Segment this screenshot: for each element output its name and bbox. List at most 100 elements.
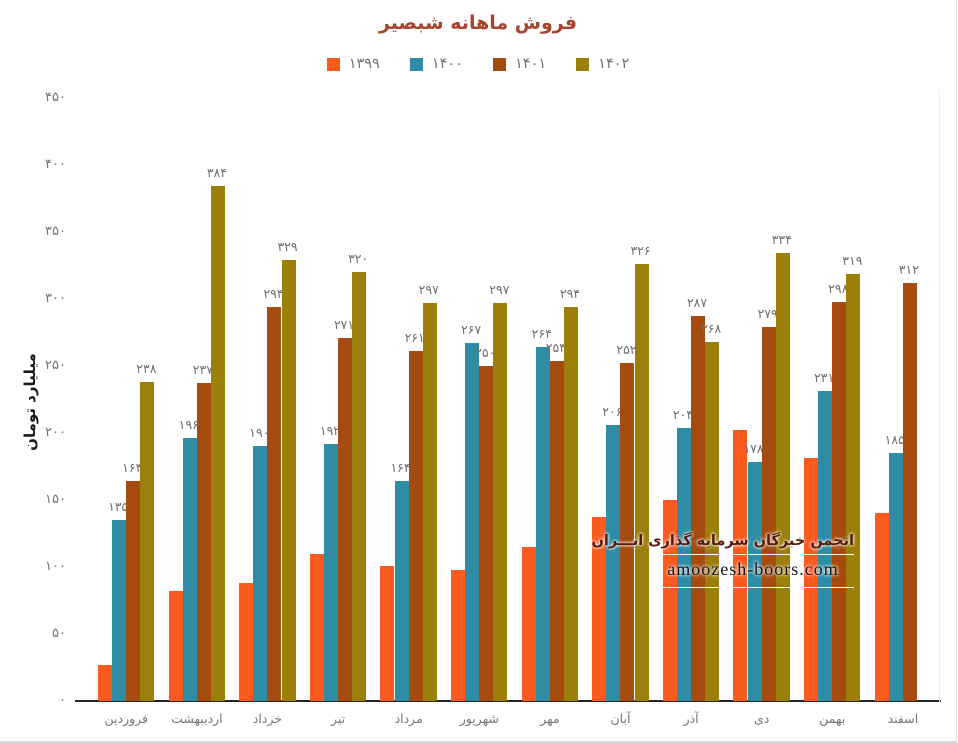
bar-data-label: ۳۳۴ [771, 232, 792, 248]
bar-۱۴۰۱-دی [761, 327, 776, 701]
bar-۱۴۰۱-بهمن [832, 301, 847, 701]
x-category-label: خرداد [252, 711, 283, 726]
x-category-label: اردیبهشت [171, 711, 223, 726]
bar-۱۴۰۰-شهریور [465, 343, 480, 701]
bar-data-label: ۲۹۸ [828, 280, 849, 296]
bar-data-label: ۲۵۰ [475, 345, 496, 360]
watermark-org-text: انجمن خبرگان سرمایه گذاری ایـــران [592, 531, 854, 555]
bar-۱۴۰۲-فروردین [140, 382, 155, 701]
bar-data-label: ۳۱۹ [842, 252, 863, 268]
y-tick-label: ۴۵۰ [45, 90, 66, 105]
bar-data-label: ۲۷۹ [757, 306, 778, 322]
plot-right-border [939, 90, 940, 702]
bar-data-label: ۱۷۸ [743, 441, 764, 457]
bar-data-label: ۲۵۲ [616, 342, 637, 358]
legend-item: ۱۴۰۱ [493, 56, 546, 72]
bar-۱۴۰۰-آذر [676, 427, 691, 701]
bar-data-label: ۲۸۷ [686, 295, 708, 311]
bar-۱۴۰۱-اردیبهشت [196, 383, 211, 701]
legend-swatch-icon [493, 57, 506, 71]
bar-۱۴۰۰-مهر [535, 347, 550, 701]
bar-۱۴۰۱-مرداد [408, 351, 423, 701]
x-category-label: آذر [683, 711, 699, 726]
bar-data-label: ۲۳۱ [814, 370, 835, 386]
bar-۱۳۹۹-مرداد [380, 565, 395, 701]
x-category-label: مرداد [394, 711, 423, 726]
y-axis-title: میلیارد تومان [21, 353, 39, 451]
x-category-label: آبان [610, 711, 631, 726]
bar-۱۴۰۰-مرداد [394, 481, 409, 701]
bar-data-label: ۲۶۱ [404, 330, 425, 346]
x-category-label: فروردین [104, 711, 149, 726]
bar-۱۴۰۱-اسفند [902, 282, 917, 701]
bar-۱۴۰۲-بهمن [846, 273, 861, 701]
bar-۱۳۹۹-مهر [521, 546, 536, 701]
bar-data-label: ۲۹۷ [418, 282, 439, 298]
bar-data-label: ۲۹۷ [489, 282, 510, 298]
bar-data-label: ۳۲۰ [348, 251, 369, 267]
bar-۱۴۰۲-آبان [634, 264, 649, 701]
bar-۱۴۰۲-اردیبهشت [210, 186, 225, 701]
bar-۱۴۰۱-خرداد [267, 307, 282, 701]
x-category-label: اسفند [887, 711, 919, 726]
bar-۱۳۹۹-اردیبهشت [168, 591, 183, 701]
y-tick-label: ۳۰۰ [45, 291, 66, 306]
watermark: انجمن خبرگان سرمایه گذاری ایـــران amooz… [592, 531, 854, 588]
legend-label: ۱۳۹۹ [348, 56, 380, 72]
bar-data-label: ۳۲۶ [630, 243, 651, 259]
bar-data-label: ۲۹۴ [559, 286, 581, 302]
y-tick-label: ۵۰ [52, 626, 66, 641]
bar-data-label: ۱۳۵ [108, 499, 129, 515]
x-axis-line [75, 700, 941, 702]
x-category-label: مهر [540, 711, 560, 726]
y-tick-label: ۲۵۰ [45, 358, 66, 373]
bar-۱۴۰۰-خرداد [253, 446, 268, 701]
legend-label: ۱۴۰۲ [598, 56, 630, 72]
bar-۱۴۰۲-مهر [563, 307, 578, 701]
bar-۱۴۰۰-بهمن [818, 391, 833, 701]
y-tick-label: ۴۰۰ [45, 157, 66, 172]
x-category-label: بهمن [819, 711, 846, 726]
bar-۱۴۰۱-فروردین [126, 481, 141, 701]
bar-data-label: ۳۲۹ [277, 239, 298, 255]
x-category-label: تیر [331, 711, 346, 726]
x-category-label: دی [754, 711, 770, 726]
bar-۱۳۹۹-تیر [309, 553, 324, 701]
bar-data-label: ۱۹۶ [178, 417, 199, 433]
bar-۱۴۰۲-تیر [352, 272, 367, 701]
y-tick-label: ۱۵۰ [45, 492, 66, 507]
bar-۱۴۰۲-شهریور [493, 303, 508, 701]
bar-۱۴۰۰-دی [747, 462, 762, 701]
bar-data-label: ۱۹۰ [249, 425, 270, 441]
bar-data-label: ۳۸۴ [206, 165, 228, 181]
bar-۱۴۰۱-آبان [620, 363, 635, 701]
bar-۱۳۹۹-دی [733, 430, 748, 701]
bar-data-label: ۳۱۲ [898, 261, 919, 277]
y-tick-label: ۱۰۰ [45, 559, 66, 574]
y-tick-label: ۲۰۰ [45, 425, 66, 440]
bar-۱۴۰۱-آذر [691, 316, 706, 701]
bar-۱۳۹۹-شهریور [451, 569, 466, 701]
legend-label: ۱۴۰۰ [431, 56, 463, 72]
watermark-site-text: amoozesh-boors.com [652, 555, 854, 588]
chart-title: فروش ماهانه شبصیر [378, 12, 578, 34]
bar-۱۳۹۹-خرداد [239, 583, 254, 701]
bar-۱۴۰۰-تیر [323, 443, 338, 701]
bar-۱۴۰۲-مرداد [422, 303, 437, 701]
bar-۱۴۰۰-آبان [606, 424, 621, 701]
y-tick-label: ۰ [59, 693, 66, 708]
legend-item: ۱۴۰۰ [409, 56, 463, 72]
bar-۱۴۰۱-شهریور [479, 366, 494, 701]
bar-data-label: ۲۹۴ [263, 286, 284, 302]
bar-۱۴۰۰-اردیبهشت [182, 438, 197, 701]
legend-swatch-icon [409, 57, 423, 71]
x-category-label: شهریور [459, 711, 499, 726]
bar-۱۴۰۰-اسفند [888, 453, 903, 701]
bar-۱۴۰۲-خرداد [281, 260, 296, 701]
bar-۱۴۰۱-تیر [338, 337, 353, 701]
bar-data-label: ۲۵۴ [545, 339, 566, 355]
bar-data-label: ۲۶۴ [531, 326, 552, 342]
legend-swatch-icon [326, 57, 340, 71]
bar-۱۳۹۹-آذر [662, 500, 677, 701]
